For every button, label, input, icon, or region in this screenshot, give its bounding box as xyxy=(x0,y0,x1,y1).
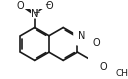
Text: N: N xyxy=(78,31,86,41)
Text: O: O xyxy=(99,62,107,72)
Text: O: O xyxy=(93,38,100,48)
Text: O: O xyxy=(17,1,24,11)
Text: −: − xyxy=(44,0,50,9)
Text: +: + xyxy=(33,8,40,17)
Text: O: O xyxy=(45,1,53,11)
Text: CH₃: CH₃ xyxy=(115,69,128,78)
Text: N: N xyxy=(31,9,38,19)
